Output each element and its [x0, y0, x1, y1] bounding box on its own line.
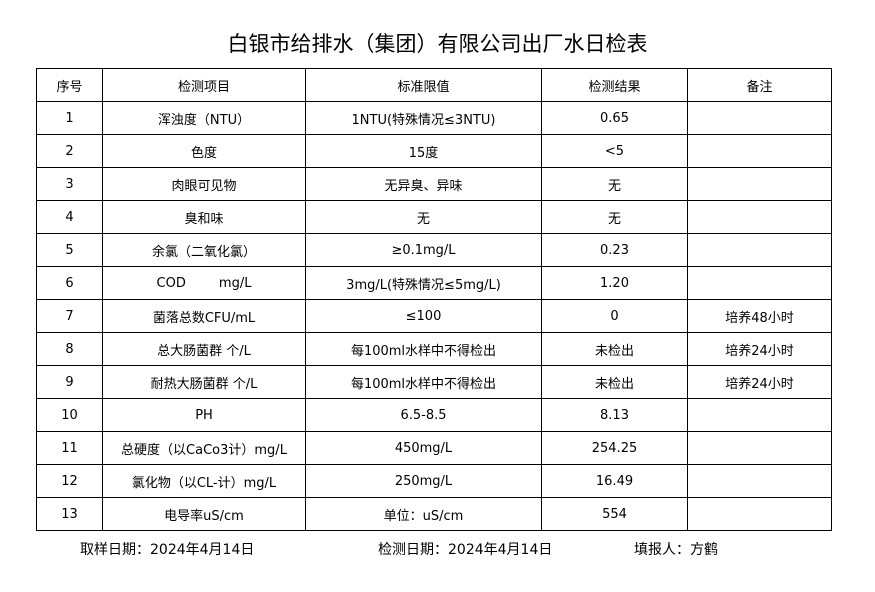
table-cell: 6.5-8.5: [305, 398, 542, 432]
reporter: 填报人：方鹤: [634, 542, 718, 558]
table-row: 12 氯化物（以CL-计）mg/L 250mg/L 16.49: [36, 464, 832, 498]
table-cell: 肉眼可见物: [102, 167, 306, 201]
table-cell: 未检出: [541, 365, 688, 399]
table-cell: 浑浊度（NTU）: [102, 101, 306, 135]
table-cell: 臭和味: [102, 200, 306, 234]
table-cell: [687, 497, 832, 531]
table-cell: [687, 398, 832, 432]
table-body: 序号 检测项目 标准限值 检测结果 备注 1 浑浊度（NTU） 1NTU(特殊情况≤3NTU)…: [36, 68, 832, 531]
table-cell: 3mg/L(特殊情况≤5mg/L): [305, 266, 542, 300]
table-row: 2 色度 15度 <5: [36, 134, 832, 168]
table-cell: 0.23: [541, 233, 688, 267]
table-cell: 培养24小时: [687, 332, 832, 366]
header-cell: 检测结果: [541, 68, 688, 102]
table-cell: 13: [36, 497, 103, 531]
table-cell: 15度: [305, 134, 542, 168]
inspection-table: 序号 检测项目 标准限值 检测结果 备注 1 浑浊度（NTU） 1NTU(特殊情况≤3NTU)…: [36, 68, 832, 531]
table-cell: 8: [36, 332, 103, 366]
header-cell: 序号: [36, 68, 103, 102]
table-cell: 250mg/L: [305, 464, 542, 498]
table-cell: 1.20: [541, 266, 688, 300]
table-cell: 培养48小时: [687, 299, 832, 333]
table-cell: 8.13: [541, 398, 688, 432]
table-cell: 9: [36, 365, 103, 399]
table-row: 3 肉眼可见物 无异臭、异味无: [36, 167, 832, 201]
table-cell: 耐热大肠菌群 个/L: [102, 365, 306, 399]
table-cell: 无: [305, 200, 542, 234]
table-row: 9 耐热大肠菌群 个/L 每100ml水样中不得检出 未检出 培养24小时: [36, 365, 832, 399]
table-cell: 无: [541, 167, 688, 201]
table-cell: ≤100: [305, 299, 542, 333]
table-row: 10 PH 6.5-8.5 8.13: [36, 398, 832, 432]
table-cell: ≥0.1mg/L: [305, 233, 542, 267]
table-row: 13 电导率uS/cm 单位：uS/cm 554: [36, 497, 832, 531]
table-cell: 1: [36, 101, 103, 135]
table-cell: [687, 464, 832, 498]
table-cell: 菌落总数CFU/mL: [102, 299, 306, 333]
table-cell: 单位：uS/cm: [305, 497, 542, 531]
header-cell: 标准限值: [305, 68, 542, 102]
table-cell: 6: [36, 266, 103, 300]
table-cell: [687, 200, 832, 234]
table-cell: 未检出: [541, 332, 688, 366]
table-cell: 每100ml水样中不得检出: [305, 365, 542, 399]
table-cell: [687, 101, 832, 135]
table-cell: [687, 266, 832, 300]
table-cell: 电导率uS/cm: [102, 497, 306, 531]
table-cell: 2: [36, 134, 103, 168]
table-row: 5 余氯（二氧化氯） ≥0.1mg/L 0.23: [36, 233, 832, 267]
table-cell: 5: [36, 233, 103, 267]
table-cell: 1NTU(特殊情况≤3NTU): [305, 101, 542, 135]
table-cell: 总硬度（以CaCo3计）mg/L: [102, 431, 306, 465]
table-cell: 氯化物（以CL-计）mg/L: [102, 464, 306, 498]
table-cell: 10: [36, 398, 103, 432]
table-cell: 余氯（二氧化氯）: [102, 233, 306, 267]
table-cell: 培养24小时: [687, 365, 832, 399]
table-cell: [687, 233, 832, 267]
table-cell: [687, 134, 832, 168]
table-cell: 4: [36, 200, 103, 234]
table-cell: 每100ml水样中不得检出: [305, 332, 542, 366]
table-row: 8 总大肠菌群 个/L 每100ml水样中不得检出 未检出 培养24小时: [36, 332, 832, 366]
title: 白银市给排水（集团）有限公司出厂水日检表: [227, 32, 648, 56]
table-cell: 12: [36, 464, 103, 498]
table-cell: 7: [36, 299, 103, 333]
table-cell: <5: [541, 134, 688, 168]
table-row: 7 菌落总数CFU/mL ≤100 0 培养48小时: [36, 299, 832, 333]
header-cell: 检测项目: [102, 68, 306, 102]
table-cell: 254.25: [541, 431, 688, 465]
table-cell: [687, 431, 832, 465]
header-row: 序号 检测项目 标准限值 检测结果 备注: [36, 68, 832, 102]
table-cell: 554: [541, 497, 688, 531]
table-cell: 无异臭、异味: [305, 167, 542, 201]
sampling-date: 取样日期：2024年4月14日: [80, 542, 255, 558]
table-cell: 16.49: [541, 464, 688, 498]
table-row: 6 COD mg/L 3mg/L(特殊情况≤5mg/L) 1.20: [36, 266, 832, 300]
table-cell: 3: [36, 167, 103, 201]
table-cell: 无: [541, 200, 688, 234]
table-cell: 0.65: [541, 101, 688, 135]
table-cell: [687, 167, 832, 201]
test-date: 检测日期：2024年4月14日: [378, 542, 553, 558]
table-row: 1 浑浊度（NTU） 1NTU(特殊情况≤3NTU) 0.65: [36, 101, 832, 135]
table-cell: 11: [36, 431, 103, 465]
table-row: 11 总硬度（以CaCo3计）mg/L 450mg/L 254.25: [36, 431, 832, 465]
table-cell: 0: [541, 299, 688, 333]
table-cell: COD mg/L: [102, 266, 306, 300]
table-cell: 色度: [102, 134, 306, 168]
header-cell: 备注: [687, 68, 832, 102]
table-cell: PH: [102, 398, 306, 432]
table-cell: 总大肠菌群 个/L: [102, 332, 306, 366]
table-row: 4 臭和味无无: [36, 200, 832, 234]
table-cell: 450mg/L: [305, 431, 542, 465]
